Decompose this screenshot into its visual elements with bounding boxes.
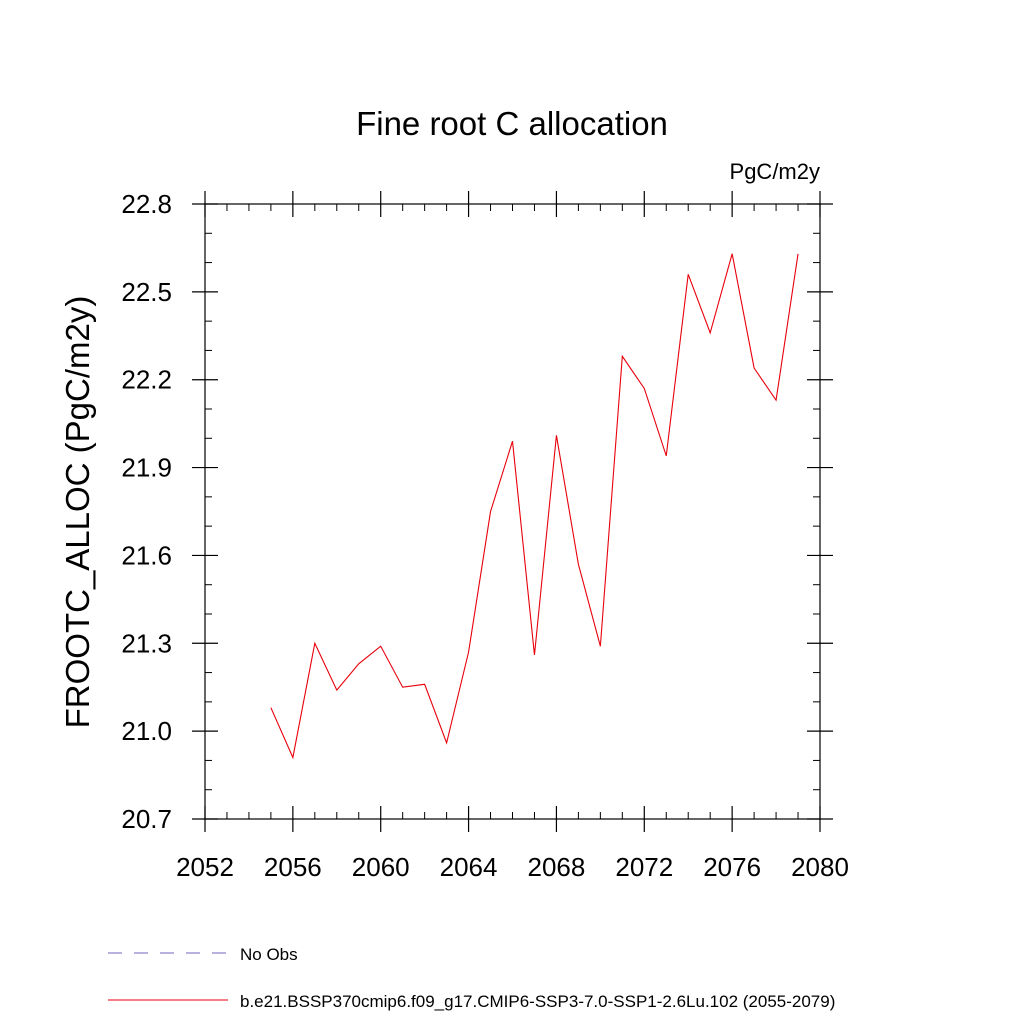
chart-title: Fine root C allocation (356, 105, 668, 142)
x-tick-label: 2060 (352, 852, 410, 882)
y-tick-label: 22.2 (121, 365, 172, 395)
x-tick-label: 2056 (264, 852, 322, 882)
axis-ticks (192, 191, 833, 832)
x-tick-label: 2064 (440, 852, 498, 882)
x-tick-label: 2068 (528, 852, 586, 882)
y-tick-label: 21.9 (121, 453, 172, 483)
y-tick-label: 21.6 (121, 540, 172, 570)
legend-label: b.e21.BSSP370cmip6.f09_g17.CMIP6-SSP3-7.… (240, 992, 835, 1011)
series-layer (270, 253, 799, 760)
axis-tick-labels: 2052 2056 2060 2064 2068 2072 2076 2080 20.7 21.0… (121, 189, 849, 882)
y-tick-label: 21.0 (121, 716, 172, 746)
y-tick-label: 22.5 (121, 277, 172, 307)
units-label: PgC/m2y (730, 159, 820, 184)
x-tick-label: 2052 (176, 852, 234, 882)
y-tick-label: 22.8 (121, 189, 172, 219)
x-tick-label: 2076 (703, 852, 761, 882)
legend-label: No Obs (240, 945, 298, 964)
series-line-0 (270, 253, 799, 760)
y-tick-label: 20.7 (121, 804, 172, 834)
plot-frame (204, 203, 821, 820)
y-tick-label: 21.3 (121, 628, 172, 658)
legend: No Obs b.e21.BSSP370cmip6.f09_g17.CMIP6-S… (108, 945, 835, 1011)
y-axis-label: FROOTC_ALLOC (PgC/m2y) (59, 296, 96, 729)
x-tick-label: 2080 (791, 852, 849, 882)
x-tick-label: 2072 (615, 852, 673, 882)
